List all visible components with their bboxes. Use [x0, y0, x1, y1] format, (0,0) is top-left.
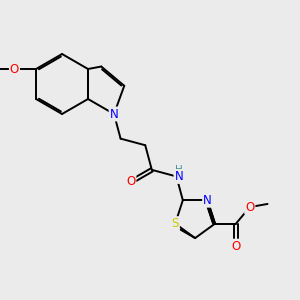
Text: O: O	[126, 175, 136, 188]
Text: S: S	[172, 217, 179, 230]
Text: O: O	[231, 240, 241, 253]
Text: O: O	[245, 201, 254, 214]
Text: N: N	[110, 107, 118, 121]
Text: H: H	[175, 165, 183, 175]
Text: O: O	[10, 62, 19, 76]
Text: N: N	[175, 170, 183, 183]
Text: N: N	[203, 194, 212, 207]
